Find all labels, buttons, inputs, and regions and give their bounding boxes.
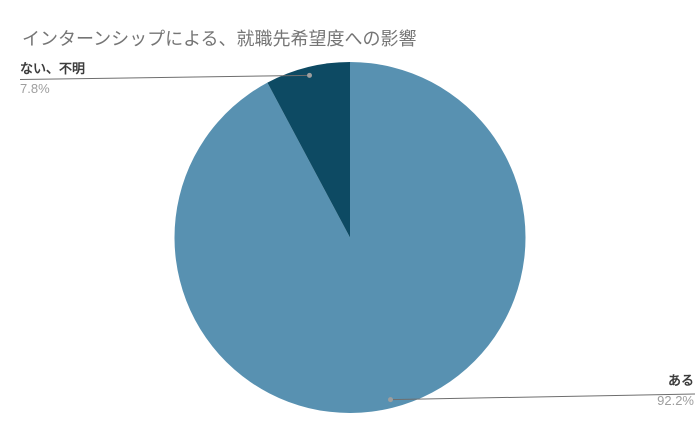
pie-slice-1[interactable] bbox=[267, 62, 350, 238]
callout-leader-lines bbox=[19, 72, 696, 403]
slice-label-nai-fumei: ない、不明 bbox=[20, 61, 86, 76]
pie-slices bbox=[174, 62, 526, 413]
slice-percent-nai-fumei: 7.8% bbox=[20, 81, 50, 96]
slice-label-aru: ある bbox=[667, 373, 694, 388]
slice-percent-aru: 92.2% bbox=[657, 393, 694, 408]
pie-slice-0[interactable] bbox=[174, 62, 526, 413]
callout-nai-fumei: ない、不明 7.8% bbox=[20, 62, 85, 96]
leader-line-0 bbox=[390, 393, 696, 401]
callout-aru: ある 92.2% bbox=[657, 374, 694, 408]
leader-line-1 bbox=[19, 74, 310, 80]
chart-title: インターンシップによる、就職先希望度への影響 bbox=[22, 29, 417, 49]
leader-dot-1 bbox=[307, 72, 312, 78]
leader-dot-0 bbox=[388, 397, 393, 403]
